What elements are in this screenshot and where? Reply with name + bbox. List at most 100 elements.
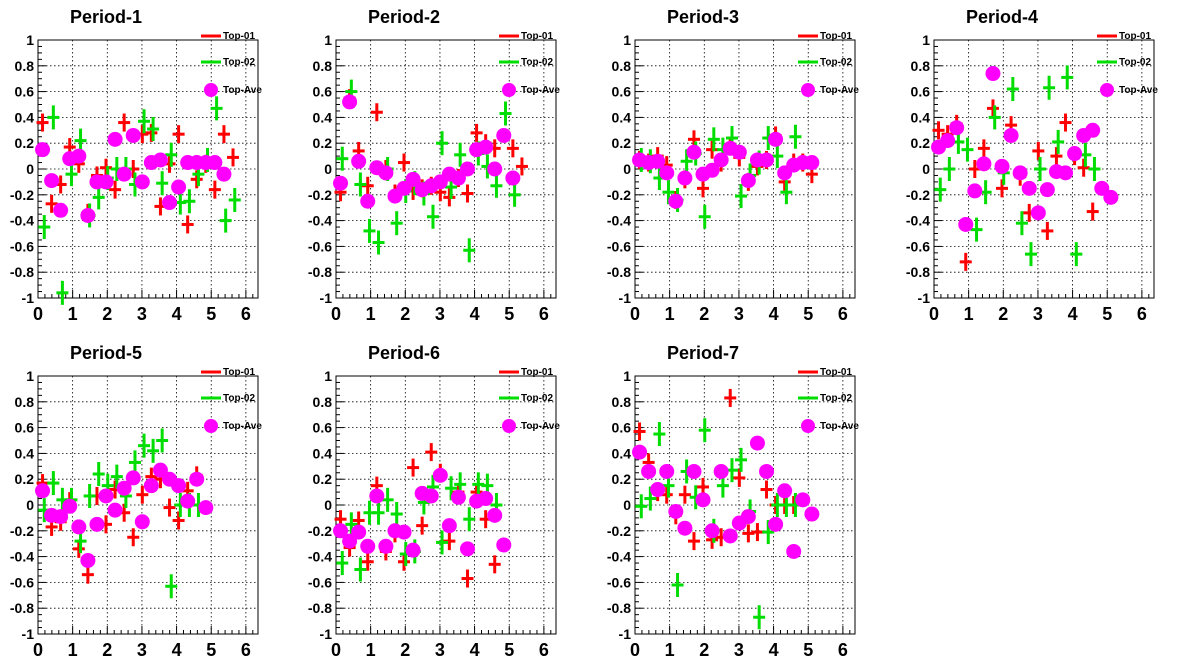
x-tick-label: 6 <box>241 304 251 324</box>
y-tick-label: -0.8 <box>607 264 631 280</box>
x-tick-label: 3 <box>734 640 744 660</box>
y-tick-label: -0.2 <box>607 523 631 539</box>
data-point-top02 <box>47 471 60 496</box>
data-point-top01 <box>461 184 474 203</box>
data-point-top02 <box>653 422 666 447</box>
data-point-top01 <box>932 121 945 140</box>
legend-label-topave: Top-Ave <box>521 85 560 96</box>
data-point-topave <box>80 207 96 223</box>
data-point-top02 <box>47 105 60 130</box>
data-point-topave <box>125 470 141 486</box>
chart-panel: -1 -0.8 -0.6 -0.4 -0.2 0 0.2 0.4 0.6 0.8 1 0 1 2 3 4 5 6 P… <box>308 343 560 660</box>
y-tick-label: -0.8 <box>607 600 631 616</box>
x-tick-label: 3 <box>1033 304 1043 324</box>
data-point-top01 <box>697 179 710 198</box>
data-point-top02 <box>707 127 720 152</box>
legend-label-topave: Top-Ave <box>223 421 262 432</box>
data-point-top02 <box>771 144 784 169</box>
x-tick-label: 4 <box>470 640 480 660</box>
data-point-top02 <box>372 230 385 255</box>
y-tick-label: -1 <box>918 290 931 306</box>
x-tick-label: 3 <box>435 304 445 324</box>
legend-label-top01: Top-01 <box>223 31 255 42</box>
data-point-top01 <box>1059 113 1072 132</box>
data-point-topave <box>695 492 711 508</box>
x-tick-label: 4 <box>1068 304 1078 324</box>
data-point-topave <box>134 174 150 190</box>
y-tick-label: -1 <box>320 290 333 306</box>
data-point-top01 <box>959 252 972 271</box>
data-point-topave <box>704 162 720 178</box>
data-point-topave <box>35 483 51 499</box>
chart-panel: -1 -0.8 -0.6 -0.4 -0.2 0 0.2 0.4 0.6 0.8 1 0 1 2 3 4 5 6 P… <box>308 7 560 324</box>
data-point-top02 <box>943 157 956 181</box>
data-point-topave <box>351 524 367 540</box>
data-point-top01 <box>986 99 999 118</box>
chart-title: Period-6 <box>368 343 440 363</box>
data-point-topave <box>450 170 466 186</box>
y-tick-label: 0.2 <box>612 471 632 487</box>
y-tick-label: 0.6 <box>15 84 35 100</box>
data-point-top01 <box>136 485 149 504</box>
y-tick-label: -1 <box>619 626 632 642</box>
data-point-top02 <box>92 185 105 210</box>
data-point-top02 <box>454 142 467 167</box>
data-point-top02 <box>92 462 105 487</box>
data-point-topave <box>378 538 394 554</box>
legend-label-topave: Top-Ave <box>1119 85 1158 96</box>
data-point-top01 <box>996 179 1009 198</box>
y-tick-label: -1 <box>22 626 35 642</box>
x-tick-label: 2 <box>102 304 112 324</box>
data-point-topave <box>342 94 358 110</box>
data-point-topave <box>641 463 657 479</box>
data-point-topave <box>171 179 187 195</box>
y-tick-label: -0.6 <box>607 238 631 254</box>
x-tick-label: 1 <box>68 640 78 660</box>
x-tick-label: 0 <box>630 640 640 660</box>
data-point-top01 <box>81 565 94 584</box>
data-point-top01 <box>461 569 474 588</box>
data-point-top02 <box>138 433 151 458</box>
data-point-topave <box>125 127 141 143</box>
y-tick-label: -0.4 <box>308 549 332 565</box>
y-tick-label: 0.8 <box>15 394 35 410</box>
data-point-top01 <box>506 139 519 158</box>
chart-title: Period-4 <box>966 7 1038 27</box>
data-point-top02 <box>336 551 349 576</box>
data-point-topave <box>804 506 820 522</box>
data-point-top01 <box>633 422 646 441</box>
x-tick-label: 1 <box>665 304 675 324</box>
y-tick-label: -0.8 <box>10 264 34 280</box>
data-point-top02 <box>372 500 385 525</box>
y-tick-label: 0.2 <box>15 471 35 487</box>
legend-label-topave: Top-Ave <box>521 421 560 432</box>
data-point-topave <box>478 491 494 507</box>
y-tick-label: -0.2 <box>308 187 332 203</box>
data-point-top02 <box>1006 77 1019 102</box>
x-tick-label: 1 <box>68 304 78 324</box>
y-tick-label: -0.6 <box>10 574 34 590</box>
data-point-top01 <box>687 532 700 551</box>
y-tick-label: 0.6 <box>313 420 333 436</box>
data-point-topave <box>116 480 132 496</box>
y-tick-label: 0.2 <box>313 471 333 487</box>
data-point-top02 <box>65 162 78 187</box>
data-point-topave <box>216 166 232 182</box>
x-tick-label: 2 <box>400 640 410 660</box>
data-point-top02 <box>83 483 96 508</box>
data-point-top02 <box>390 502 403 527</box>
x-tick-label: 3 <box>137 304 147 324</box>
legend-label-top02: Top-02 <box>820 57 852 68</box>
data-point-top02 <box>210 96 223 121</box>
y-tick-label: 0.6 <box>612 84 632 100</box>
data-point-topave <box>423 488 439 504</box>
data-point-topave <box>378 165 394 181</box>
x-tick-label: 5 <box>504 640 514 660</box>
x-tick-label: 4 <box>769 640 779 660</box>
data-point-top02 <box>1024 242 1037 267</box>
data-point-top02 <box>436 530 449 555</box>
data-point-top01 <box>172 125 185 144</box>
legend-label-top02: Top-02 <box>521 393 553 404</box>
data-point-top02 <box>147 438 160 463</box>
legend-swatch-topave <box>502 83 516 97</box>
